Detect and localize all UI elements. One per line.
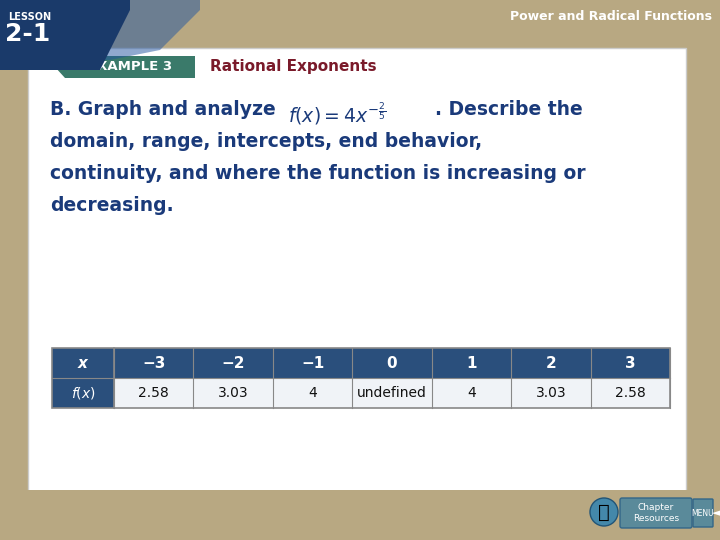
Text: LESSON: LESSON	[8, 12, 51, 22]
Polygon shape	[0, 0, 200, 60]
Bar	[0, 490, 720, 540]
Polygon shape	[55, 56, 195, 78]
Text: −2: −2	[221, 355, 245, 370]
Text: Power and Radical Functions: Power and Radical Functions	[510, 10, 712, 23]
Text: 3.03: 3.03	[218, 386, 248, 400]
Text: 3: 3	[625, 355, 636, 370]
Text: 1: 1	[466, 355, 477, 370]
Text: $f(x)=4x^{-\frac{2}{5}}$: $f(x)=4x^{-\frac{2}{5}}$	[288, 100, 386, 126]
Text: 2: 2	[546, 355, 557, 370]
Text: 0: 0	[387, 355, 397, 370]
Text: Rational Exponents: Rational Exponents	[210, 59, 377, 75]
Text: 3.03: 3.03	[536, 386, 566, 400]
Text: 🌐: 🌐	[598, 503, 610, 522]
Text: B. Graph and analyze: B. Graph and analyze	[50, 100, 282, 119]
Text: x: x	[78, 355, 88, 370]
Text: 4: 4	[467, 386, 476, 400]
Text: ◄: ◄	[712, 508, 720, 518]
FancyBboxPatch shape	[620, 498, 692, 528]
Text: 2-1: 2-1	[5, 22, 50, 46]
Text: $f(x)$: $f(x)$	[71, 385, 95, 401]
Bar	[52, 378, 114, 408]
Text: domain, range, intercepts, end behavior,: domain, range, intercepts, end behavior,	[50, 132, 482, 151]
Text: Chapter
Resources: Chapter Resources	[633, 503, 679, 523]
Bar	[52, 348, 670, 408]
Bar	[52, 348, 670, 378]
Bar	[52, 378, 670, 408]
Text: 4: 4	[308, 386, 317, 400]
Text: −3: −3	[142, 355, 166, 370]
Text: −1: −1	[301, 355, 324, 370]
Polygon shape	[0, 0, 130, 70]
Text: decreasing.: decreasing.	[50, 196, 174, 215]
Text: 2.58: 2.58	[138, 386, 169, 400]
Text: MENU: MENU	[692, 509, 714, 517]
FancyBboxPatch shape	[693, 499, 713, 527]
Text: . Describe the: . Describe the	[435, 100, 582, 119]
Text: EXAMPLE 3: EXAMPLE 3	[88, 60, 172, 73]
Text: continuity, and where the function is increasing or: continuity, and where the function is in…	[50, 164, 585, 183]
Circle shape	[590, 498, 618, 526]
Text: 2.58: 2.58	[615, 386, 646, 400]
Text: undefined: undefined	[357, 386, 427, 400]
Bar	[28, 48, 686, 508]
